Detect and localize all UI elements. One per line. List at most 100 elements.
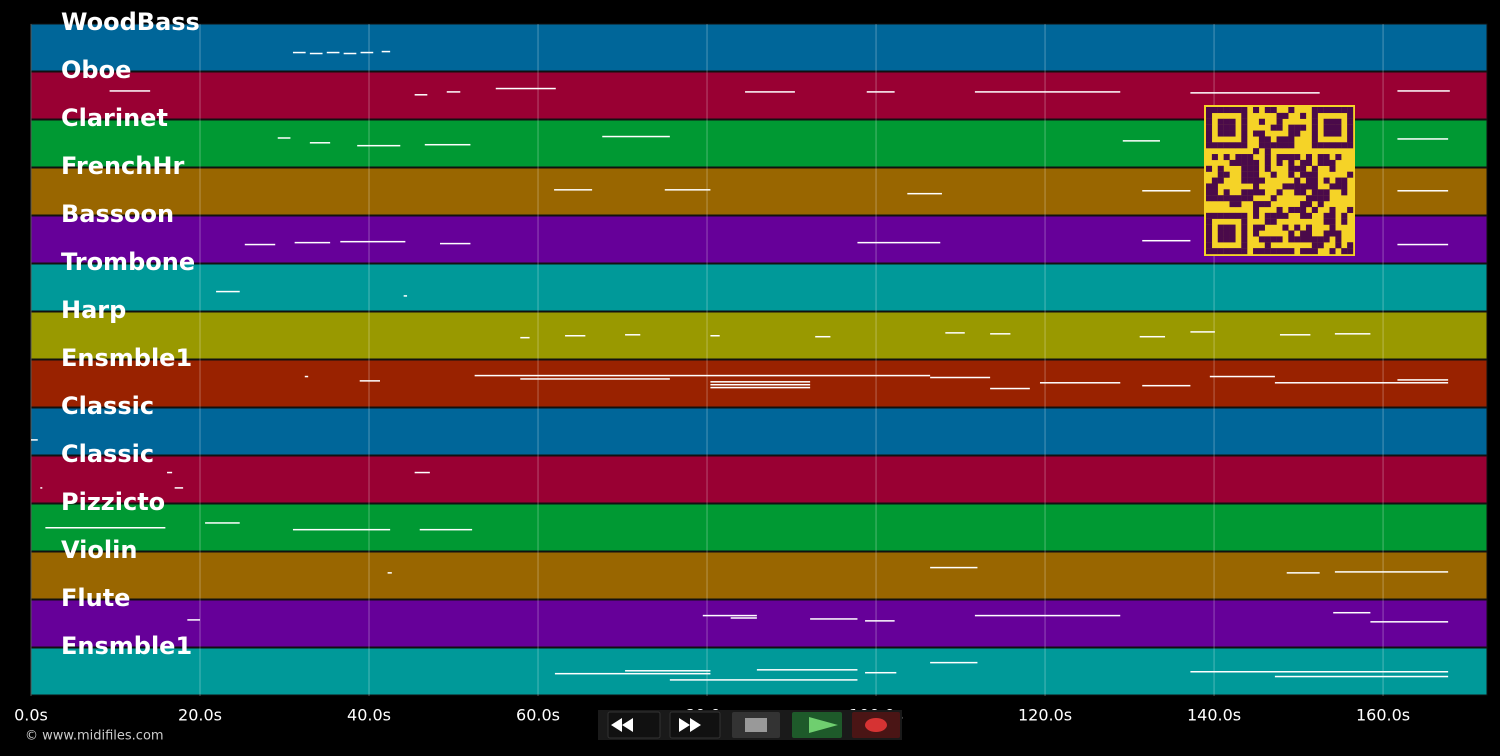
qr-module (1217, 212, 1224, 219)
qr-module (1329, 206, 1336, 213)
note (1286, 572, 1320, 574)
stop-icon (745, 718, 767, 732)
qr-module (1288, 136, 1295, 143)
qr-module (1294, 124, 1301, 131)
qr-module (1300, 206, 1307, 213)
qr-module (1264, 107, 1271, 114)
note (1122, 140, 1160, 142)
qr-module (1329, 159, 1336, 166)
qr-module (1235, 142, 1242, 149)
forward-button[interactable] (669, 711, 721, 739)
qr-module (1270, 171, 1277, 178)
qr-module (1323, 159, 1330, 166)
note (1142, 384, 1191, 387)
qr-module (1276, 112, 1283, 119)
note (625, 670, 711, 672)
play-button[interactable] (792, 712, 842, 738)
qr-module (1288, 165, 1295, 172)
stop-button[interactable] (732, 712, 780, 738)
qr-module (1258, 236, 1265, 243)
qr-module (1264, 248, 1271, 255)
note (520, 378, 670, 380)
qr-module (1288, 154, 1295, 161)
note (1334, 333, 1371, 335)
note (414, 94, 428, 96)
track-band (30, 503, 1488, 552)
qr-module (1317, 154, 1324, 161)
qr-module (1276, 248, 1283, 255)
qr-module (1300, 112, 1307, 119)
qr-module (1305, 154, 1312, 161)
qr-module (1288, 107, 1295, 114)
note (990, 387, 1030, 390)
note (244, 243, 276, 246)
qr-module (1270, 236, 1277, 243)
qr-module (1264, 159, 1271, 166)
qr-module (1288, 236, 1295, 243)
qr-module (1335, 154, 1342, 161)
qr-module (1247, 171, 1254, 178)
qr-module (1341, 248, 1348, 255)
rewind-button[interactable] (607, 711, 661, 739)
qr-module (1229, 212, 1236, 219)
qr-module (1258, 118, 1265, 125)
qr-module (1347, 206, 1354, 213)
qr-module (1341, 177, 1348, 184)
qr-module (1258, 142, 1265, 149)
qr-module (1294, 154, 1301, 161)
qr-module (1270, 218, 1277, 225)
qr-module (1229, 195, 1236, 202)
qr-module (1217, 224, 1224, 231)
qr-module (1341, 183, 1348, 190)
record-button[interactable] (852, 712, 900, 738)
qr-module (1311, 107, 1318, 114)
note (865, 671, 897, 674)
notes (31, 50, 1450, 681)
qr-module (1300, 124, 1307, 131)
qr-module (1217, 177, 1224, 184)
note (205, 522, 240, 524)
qr-module (1206, 142, 1213, 149)
note (474, 374, 931, 377)
qr-module (1206, 189, 1213, 196)
qr-module (1300, 230, 1307, 237)
qr-module (1217, 171, 1224, 178)
qr-module (1305, 177, 1312, 184)
qr-module (1223, 171, 1230, 178)
qr-module (1229, 224, 1236, 231)
note (1190, 92, 1320, 94)
qr-module (1211, 183, 1218, 190)
qr-module (1288, 230, 1295, 237)
note (419, 528, 473, 531)
qr-module (1223, 212, 1230, 219)
qr-module (1323, 107, 1330, 114)
track-label: Trombone (61, 248, 195, 276)
track-band (30, 311, 1488, 360)
note (387, 572, 392, 574)
qr-module (1217, 195, 1224, 202)
qr-module (1241, 130, 1248, 137)
qr-module (1288, 124, 1295, 131)
note (439, 242, 471, 245)
track-band (30, 599, 1488, 648)
qr-module (1300, 189, 1307, 196)
qr-module (1329, 142, 1336, 149)
note (990, 333, 1011, 335)
note (565, 335, 586, 337)
qr-module (1247, 154, 1254, 161)
track-labels: WoodBass Oboe Clarinet FrenchHr Bassoon Tromb… (61, 8, 200, 660)
qr-module (1258, 177, 1265, 184)
qr-module (1335, 124, 1342, 131)
note (360, 51, 374, 54)
qr-module (1317, 107, 1324, 114)
note (414, 471, 430, 474)
qr-module (1305, 195, 1312, 202)
qr-module (1282, 142, 1289, 149)
note (554, 189, 593, 191)
qr-module (1323, 118, 1330, 125)
qr-module (1282, 248, 1289, 255)
note (424, 143, 471, 146)
qr-module (1317, 142, 1324, 149)
qr-module (1258, 224, 1265, 231)
